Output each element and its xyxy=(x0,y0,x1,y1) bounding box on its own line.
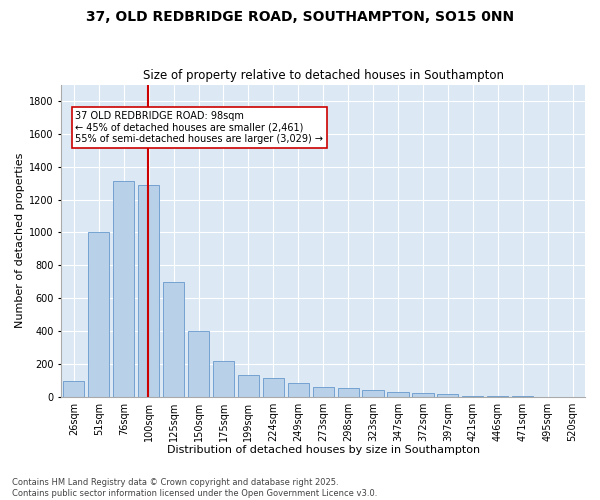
Bar xyxy=(213,362,234,396)
Title: Size of property relative to detached houses in Southampton: Size of property relative to detached ho… xyxy=(143,69,504,82)
Bar xyxy=(362,390,383,396)
Text: 37, OLD REDBRIDGE ROAD, SOUTHAMPTON, SO15 0NN: 37, OLD REDBRIDGE ROAD, SOUTHAMPTON, SO1… xyxy=(86,10,514,24)
Y-axis label: Number of detached properties: Number of detached properties xyxy=(15,153,25,328)
Bar xyxy=(437,394,458,396)
Bar xyxy=(238,375,259,396)
Bar xyxy=(113,182,134,396)
Bar xyxy=(263,378,284,396)
Bar xyxy=(338,388,359,396)
Bar xyxy=(287,384,309,396)
Bar xyxy=(388,392,409,396)
Text: Contains HM Land Registry data © Crown copyright and database right 2025.
Contai: Contains HM Land Registry data © Crown c… xyxy=(12,478,377,498)
Text: 37 OLD REDBRIDGE ROAD: 98sqm
← 45% of detached houses are smaller (2,461)
55% of: 37 OLD REDBRIDGE ROAD: 98sqm ← 45% of de… xyxy=(76,111,323,144)
X-axis label: Distribution of detached houses by size in Southampton: Distribution of detached houses by size … xyxy=(167,445,480,455)
Bar xyxy=(313,386,334,396)
Bar xyxy=(412,394,434,396)
Bar xyxy=(188,331,209,396)
Bar xyxy=(138,184,159,396)
Bar xyxy=(64,381,85,396)
Bar xyxy=(163,282,184,397)
Bar xyxy=(88,232,109,396)
